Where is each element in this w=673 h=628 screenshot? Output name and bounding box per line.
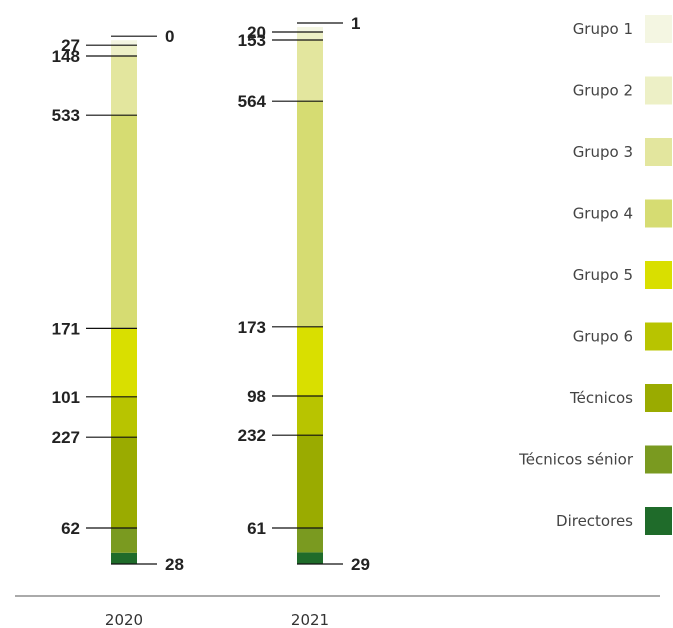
value-label: 227 [52, 428, 80, 447]
legend-swatch [645, 384, 672, 412]
bar-segment-2021-grupo-5 [297, 326, 323, 396]
legend-swatch [645, 76, 672, 105]
x-tick-label: 2021 [291, 611, 329, 628]
value-label: 61 [247, 519, 266, 538]
legend-label: Técnicos sénior [518, 451, 634, 469]
value-label: 0 [165, 27, 174, 46]
legend-label: Grupo 4 [573, 205, 633, 223]
value-label: 173 [238, 318, 266, 337]
bar-segment-2021-directores [297, 552, 323, 564]
bar-segment-2021-grupo-4 [297, 101, 323, 327]
value-label: 232 [238, 426, 266, 445]
legend-swatch [645, 138, 672, 166]
bar-segment-2021-técnicos [297, 435, 323, 528]
legend-label: Grupo 5 [573, 266, 633, 284]
legend-label: Directores [556, 512, 633, 530]
value-label: 29 [351, 555, 370, 574]
bar-segment-2020-técnicos [111, 437, 137, 528]
bar-segment-2021-grupo-2 [297, 32, 323, 40]
value-label: 27 [61, 36, 80, 55]
legend-label: Grupo 1 [573, 20, 633, 38]
value-label: 101 [52, 388, 80, 407]
value-label: 28 [165, 555, 184, 574]
x-tick-label: 2020 [105, 611, 143, 628]
bar-segment-2020-grupo-3 [111, 56, 137, 116]
bar-segment-2020-grupo-5 [111, 328, 137, 397]
value-label: 98 [247, 387, 266, 406]
value-label: 20 [247, 23, 266, 42]
legend-swatch [645, 507, 672, 535]
value-label: 148 [52, 47, 80, 66]
legend-swatch [645, 15, 672, 43]
value-label: 153 [238, 31, 266, 50]
bar-segment-2020-directores [111, 552, 137, 564]
bar-segment-2020-grupo-4 [111, 115, 137, 329]
legend-label: Técnicos [569, 389, 633, 407]
value-label: 171 [52, 319, 80, 338]
value-label: 62 [61, 519, 80, 538]
bar-segment-2020-grupo-2 [111, 45, 137, 56]
bar-segment-2021-técnicos-sénior [297, 528, 323, 553]
legend-swatch [645, 322, 672, 351]
value-label: 564 [238, 92, 267, 111]
bar-segment-2020-técnicos-sénior [111, 528, 137, 553]
bar-segment-2021-grupo-1 [297, 27, 323, 32]
legend-label: Grupo 2 [573, 82, 633, 100]
bar-segment-2020-grupo-1 [111, 40, 137, 46]
bar-segment-2020-grupo-6 [111, 396, 137, 438]
bar-segment-2021-grupo-6 [297, 396, 323, 436]
legend-swatch [645, 261, 672, 289]
value-label: 1 [351, 14, 360, 33]
legend-swatch [645, 445, 672, 474]
legend-label: Grupo 6 [573, 328, 633, 346]
bar-segment-2021-grupo-3 [297, 40, 323, 102]
legend-swatch [645, 199, 672, 228]
value-label: 533 [52, 106, 80, 125]
legend-label: Grupo 3 [573, 143, 633, 161]
